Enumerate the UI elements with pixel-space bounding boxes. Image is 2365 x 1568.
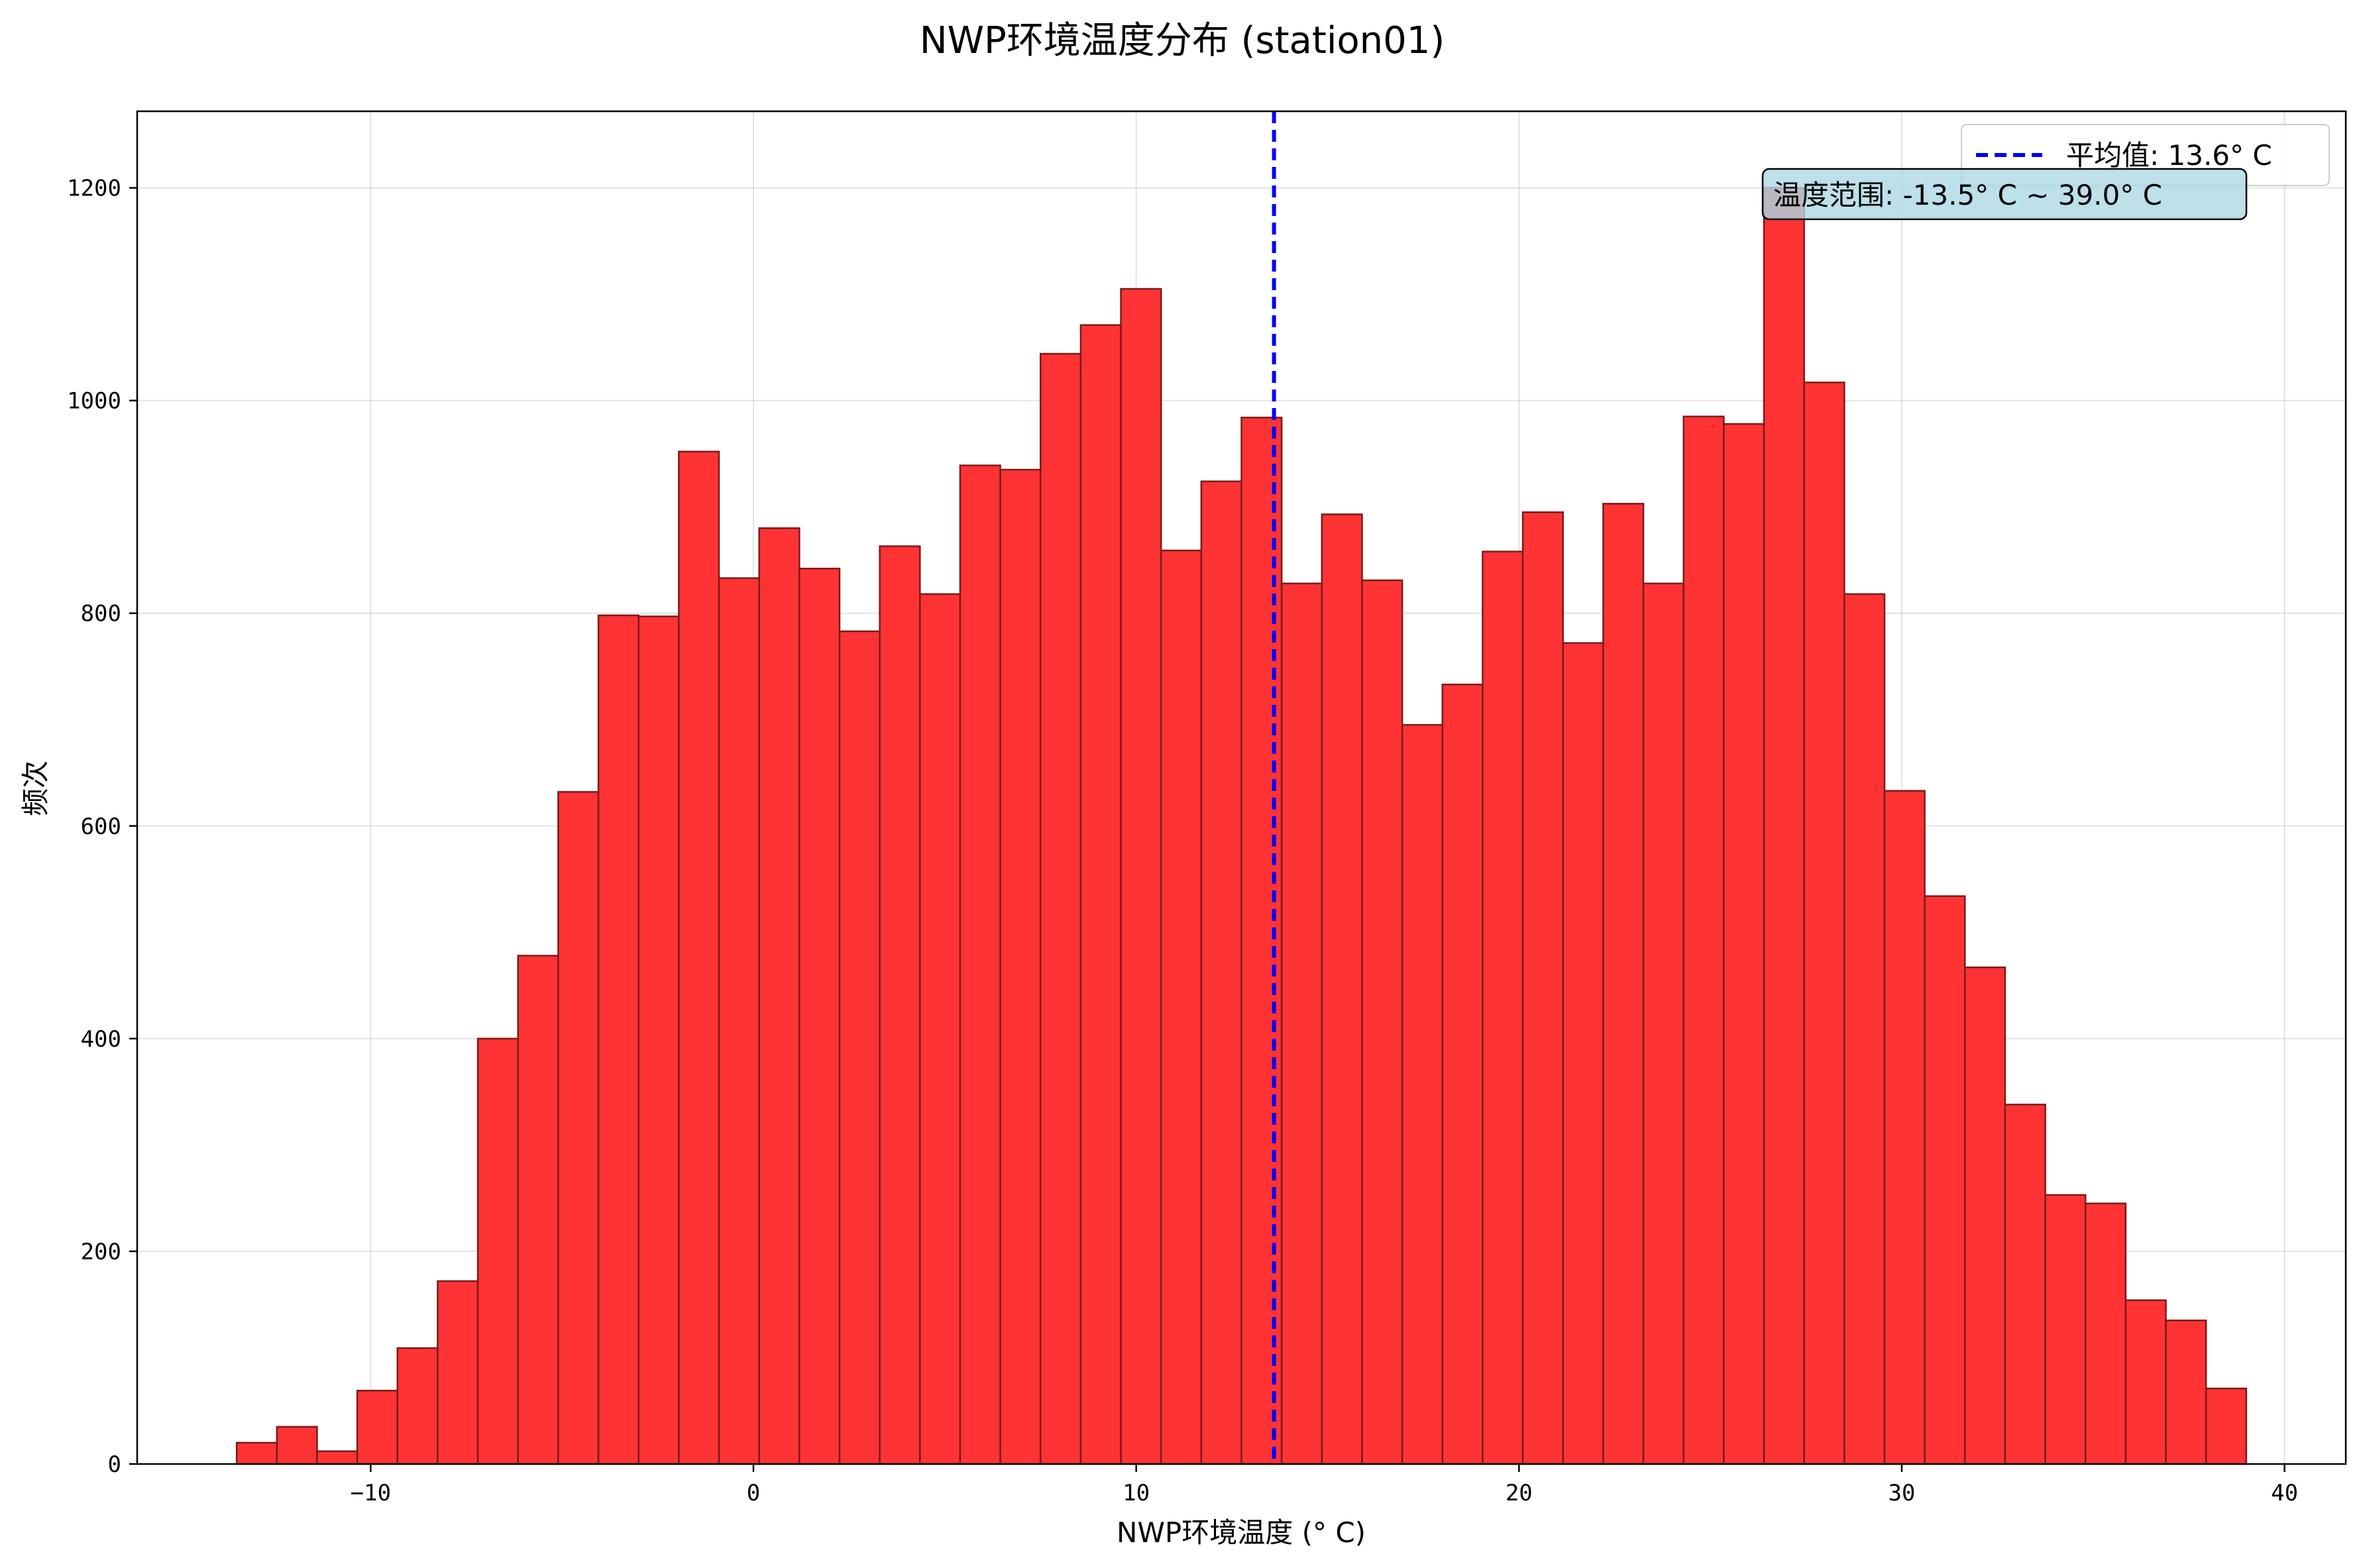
histogram-bar — [1079, 324, 1122, 1465]
chart-title: NWP环境温度分布 (station01) — [920, 19, 1445, 62]
histogram-bar — [758, 527, 800, 1465]
histogram-bar — [396, 1347, 439, 1465]
histogram-bar — [1963, 967, 2007, 1465]
y-tick-label: 200 — [81, 1239, 121, 1265]
histogram-bar — [1521, 511, 1564, 1465]
histogram-bars — [235, 187, 2248, 1465]
legend-mean-label: 平均值: 13.6° C — [2066, 139, 2272, 172]
x-tick-label: 30 — [1888, 1480, 1915, 1506]
histogram-bar — [879, 545, 921, 1465]
y-tick-label: 600 — [81, 813, 121, 840]
y-tick-label: 1200 — [67, 176, 121, 202]
histogram-bar — [2044, 1194, 2087, 1465]
histogram-bar — [1361, 579, 1403, 1465]
y-tick-label: 400 — [81, 1026, 121, 1053]
histogram-bar — [1120, 287, 1162, 1465]
histogram-bar — [437, 1280, 479, 1465]
histogram-bar — [1441, 684, 1484, 1465]
x-axis-ticks: −10 0 10 20 30 40 — [351, 1464, 2298, 1506]
histogram-bar — [919, 593, 962, 1465]
histogram-bar — [1160, 549, 1203, 1465]
histogram-bar — [2165, 1320, 2207, 1465]
histogram-bar — [718, 577, 760, 1465]
histogram-bar — [1602, 503, 1645, 1465]
histogram-bar — [678, 450, 720, 1465]
histogram-bar — [1723, 423, 1765, 1465]
histogram-bar — [356, 1389, 399, 1465]
histogram-bar — [1924, 895, 1966, 1465]
histogram-bar — [2205, 1387, 2248, 1465]
histogram-bar — [838, 630, 881, 1465]
range-annotation: 温度范围: -13.5° C ~ 39.0° C — [1761, 168, 2248, 221]
histogram-bar — [2004, 1104, 2046, 1465]
y-tick-label: 0 — [108, 1451, 121, 1478]
histogram-bar — [1482, 550, 1524, 1465]
annotation-box — [1761, 168, 2248, 221]
histogram-bar — [637, 615, 680, 1465]
x-tick-label: 40 — [2271, 1480, 2298, 1506]
x-tick-label: 10 — [1123, 1480, 1150, 1506]
histogram-bar — [476, 1037, 520, 1465]
histogram-bar — [1843, 593, 1886, 1465]
histogram-bar — [999, 468, 1042, 1465]
x-tick-label: 0 — [747, 1480, 760, 1506]
histogram-bar — [2084, 1202, 2127, 1465]
histogram-bar — [276, 1426, 318, 1465]
histogram-bar — [959, 464, 1001, 1465]
plot-frame — [136, 110, 2347, 1465]
histogram-bar — [1883, 790, 1926, 1465]
histogram-bar — [557, 791, 600, 1465]
histogram-bar — [235, 1441, 278, 1465]
y-axis-ticks: 0 200 400 600 800 1000 1200 — [67, 176, 137, 1478]
histogram-bar — [798, 568, 841, 1465]
histogram-bar — [1321, 513, 1363, 1465]
x-tick-label: 20 — [1506, 1480, 1533, 1506]
histogram-bar — [1039, 352, 1082, 1465]
histogram-bar — [2124, 1299, 2167, 1465]
histogram-bar — [1200, 480, 1242, 1465]
histogram-bar — [597, 614, 639, 1465]
y-tick-label: 800 — [81, 601, 121, 627]
histogram-bar — [1642, 582, 1684, 1465]
histogram-bar — [517, 955, 559, 1465]
histogram-bar — [1280, 582, 1323, 1465]
x-tick-label: −10 — [351, 1480, 391, 1506]
histogram-bar — [1763, 187, 1805, 1465]
annotation-text: 温度范围: -13.5° C ~ 39.0° C — [1773, 179, 2162, 211]
y-axis-label: 频次 — [19, 760, 52, 816]
histogram-bar — [1682, 415, 1725, 1465]
histogram-bar — [316, 1450, 358, 1465]
x-axis-label: NWP环境温度 (° C) — [1117, 1516, 1366, 1549]
y-tick-label: 1000 — [67, 388, 121, 415]
histogram-bar — [1562, 642, 1604, 1465]
histogram-bar — [1401, 724, 1444, 1465]
histogram-bar — [1803, 382, 1845, 1465]
